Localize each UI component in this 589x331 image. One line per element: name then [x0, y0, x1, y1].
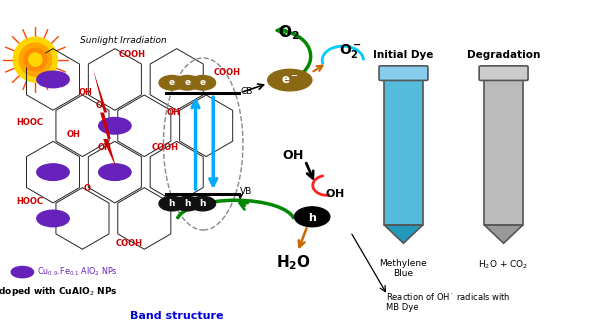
- Circle shape: [174, 196, 200, 211]
- Text: CB: CB: [240, 86, 253, 96]
- Ellipse shape: [24, 48, 47, 71]
- Ellipse shape: [268, 69, 312, 91]
- Circle shape: [190, 196, 216, 211]
- Text: e: e: [200, 78, 206, 87]
- Text: Fe doped with CuAlO$_2$ NPs: Fe doped with CuAlO$_2$ NPs: [0, 285, 117, 299]
- FancyBboxPatch shape: [385, 76, 423, 225]
- FancyBboxPatch shape: [379, 66, 428, 80]
- Ellipse shape: [29, 53, 42, 66]
- Ellipse shape: [37, 71, 70, 88]
- Circle shape: [159, 196, 185, 211]
- Text: Methylene
Blue: Methylene Blue: [379, 259, 428, 278]
- Ellipse shape: [98, 118, 131, 134]
- Ellipse shape: [37, 210, 70, 227]
- Text: e: e: [184, 78, 190, 87]
- Text: h: h: [168, 199, 176, 208]
- Text: Band structure: Band structure: [130, 311, 223, 321]
- Text: OH: OH: [167, 108, 181, 117]
- Ellipse shape: [11, 266, 34, 278]
- Text: h: h: [199, 199, 206, 208]
- Text: $\mathbf{H_2O}$: $\mathbf{H_2O}$: [276, 253, 311, 271]
- FancyBboxPatch shape: [484, 76, 523, 225]
- Circle shape: [190, 75, 216, 90]
- Text: HOOC: HOOC: [16, 118, 43, 127]
- Ellipse shape: [37, 164, 70, 180]
- Text: $\mathbf{O_2}$: $\mathbf{O_2}$: [278, 24, 299, 42]
- Polygon shape: [93, 70, 117, 169]
- Text: Sunlight Irradiation: Sunlight Irradiation: [80, 36, 167, 45]
- Text: h: h: [184, 199, 191, 208]
- Text: O: O: [84, 184, 91, 193]
- Text: H$_2$O + CO$_2$: H$_2$O + CO$_2$: [478, 259, 529, 271]
- Text: VB: VB: [240, 187, 253, 197]
- Text: Reaction of OH$^\cdot$ radicals with
MB Dye: Reaction of OH$^\cdot$ radicals with MB …: [386, 291, 511, 312]
- Text: $\mathbf{h}$: $\mathbf{h}$: [307, 211, 317, 223]
- Text: O: O: [95, 101, 102, 111]
- Text: Degradation: Degradation: [467, 50, 540, 60]
- Text: COOH: COOH: [119, 50, 146, 59]
- Text: Initial Dye: Initial Dye: [373, 50, 434, 60]
- Circle shape: [294, 207, 330, 227]
- Circle shape: [159, 75, 185, 90]
- Text: OH: OH: [67, 129, 81, 139]
- Text: OH: OH: [98, 143, 112, 152]
- Text: HOOC: HOOC: [16, 197, 43, 207]
- FancyBboxPatch shape: [479, 66, 528, 80]
- Polygon shape: [385, 225, 423, 243]
- Text: $\mathbf{OH}$: $\mathbf{OH}$: [282, 149, 305, 162]
- Text: COOH: COOH: [151, 143, 178, 152]
- Text: e: e: [169, 78, 175, 87]
- Text: $\mathbf{e^-}$: $\mathbf{e^-}$: [281, 73, 299, 87]
- Text: OH: OH: [78, 88, 92, 97]
- Circle shape: [174, 75, 200, 90]
- Ellipse shape: [98, 164, 131, 180]
- Text: COOH: COOH: [213, 68, 240, 77]
- Polygon shape: [484, 225, 523, 243]
- Ellipse shape: [19, 43, 52, 76]
- Text: $\mathbf{OH}$: $\mathbf{OH}$: [325, 187, 345, 199]
- Text: Cu$_{0.9}$.Fe$_{0.1}$ AlO$_2$ NPs: Cu$_{0.9}$.Fe$_{0.1}$ AlO$_2$ NPs: [37, 266, 117, 278]
- Text: COOH: COOH: [116, 239, 143, 248]
- Text: $\mathbf{O_2^-}$: $\mathbf{O_2^-}$: [339, 42, 362, 60]
- Ellipse shape: [13, 37, 58, 82]
